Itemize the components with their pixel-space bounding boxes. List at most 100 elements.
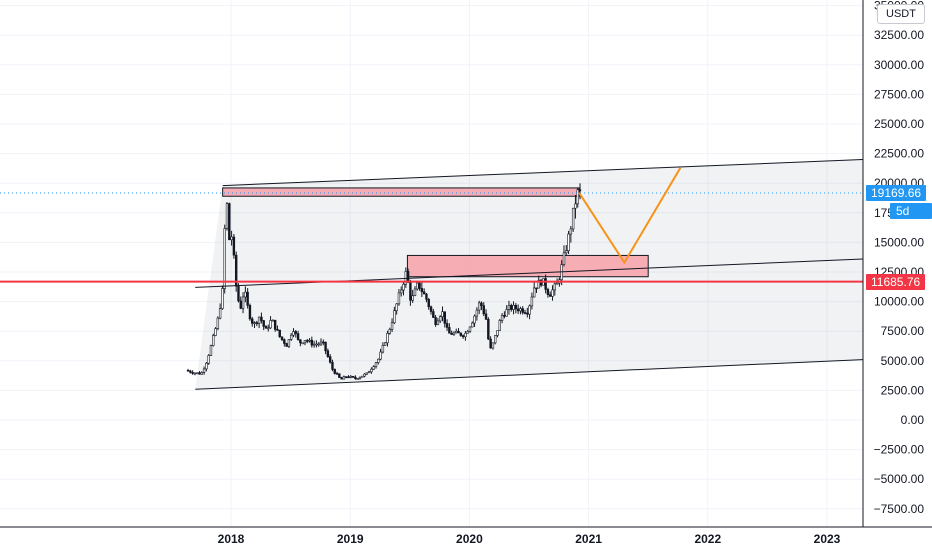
candle-body [209,345,213,356]
candle-body [267,327,270,330]
candle-body [377,358,380,363]
candle-body [445,323,449,328]
candle-body [491,342,495,349]
candle-body [427,299,430,308]
candle-body [253,322,256,324]
candle-body [482,305,485,315]
candle-body [196,372,199,375]
candle-body [342,376,346,380]
candle-body [262,320,265,327]
time-tick-label: 2020 [456,532,483,546]
price-tick-label: 30000.00 [874,58,924,72]
candle-body [301,342,304,345]
candle-body [276,329,279,331]
candle-body [388,329,391,334]
candle-body [480,302,483,306]
channel-lines [195,159,863,390]
candle-body [452,332,456,335]
candle-body [239,300,242,309]
candle-body [526,312,529,315]
grid-lines [0,0,863,527]
candle-body [496,330,499,336]
candle-body [228,203,231,241]
candle-body [475,309,479,317]
price-axis-bg [863,0,932,527]
candle-body [312,343,316,346]
candle-body [289,334,293,340]
candle-body [317,343,320,346]
candle-body [553,283,557,291]
candle-body [521,308,524,313]
candle-body [390,322,394,330]
candle-body [455,330,458,334]
candle-body [372,366,375,370]
candle-body [349,376,352,378]
candle-body [230,236,233,241]
price-tick-label: 25000.00 [874,117,924,131]
candle-body [251,318,254,324]
candle-body [383,342,387,346]
currency-badge[interactable]: USDT [877,4,925,24]
candle-body [416,282,419,290]
candle-body [510,305,513,310]
candle-body [255,322,259,324]
candle-body [202,368,206,373]
horizontal-line-label: 11685.76 [866,273,926,290]
candle-body [223,228,226,289]
zone-rect [222,187,580,197]
candle-body [271,319,275,322]
candle-body [328,356,332,363]
candle-body [333,369,336,374]
candle-body [216,317,220,329]
candle-body [565,250,568,254]
candle-body [269,320,272,329]
price-tick-label: −7500.00 [874,502,925,516]
candle-body [535,287,538,290]
candle-body [322,341,325,344]
candle-body [436,320,440,325]
candle-body [576,189,579,205]
candle-body [530,296,534,307]
candle-body [324,341,327,352]
candle-body [443,311,446,324]
candle-body [477,302,481,311]
price-tick-label: 7500.00 [881,324,925,338]
candle-body [562,252,566,265]
projection-path [578,167,682,265]
candle-body [459,332,463,336]
candle-body [567,233,570,252]
candle-body [571,207,575,230]
candle-body [466,331,469,334]
candle-body [292,331,295,336]
candle-body [214,328,217,336]
candle-body [537,279,540,289]
candle-body [345,376,348,378]
zone-rect [406,254,649,278]
candle-body [503,315,506,317]
candle-body [218,308,222,319]
candle-body [523,312,527,314]
candle-body [306,340,309,342]
candle-body [457,330,460,334]
candle-body [395,303,398,312]
candle-body [191,372,194,374]
candle-body [294,331,297,334]
time-tick-label: 2022 [694,532,721,546]
candle-body [381,344,385,353]
candle-body [532,287,536,298]
candle-body [468,326,472,332]
candle-body [248,305,252,320]
candle-body [402,283,405,291]
candle-body [365,372,369,375]
time-axis[interactable]: 2018 2019 2020 2021 2022 2023 [218,532,841,546]
candle-body [473,315,476,324]
candle-body [441,311,444,318]
candle-body [425,293,428,300]
candle-body [356,378,359,380]
candle-body [546,289,550,295]
candle-body [438,316,442,322]
candle-body [225,203,229,229]
candle-body [207,355,210,364]
candle-body [370,368,373,373]
